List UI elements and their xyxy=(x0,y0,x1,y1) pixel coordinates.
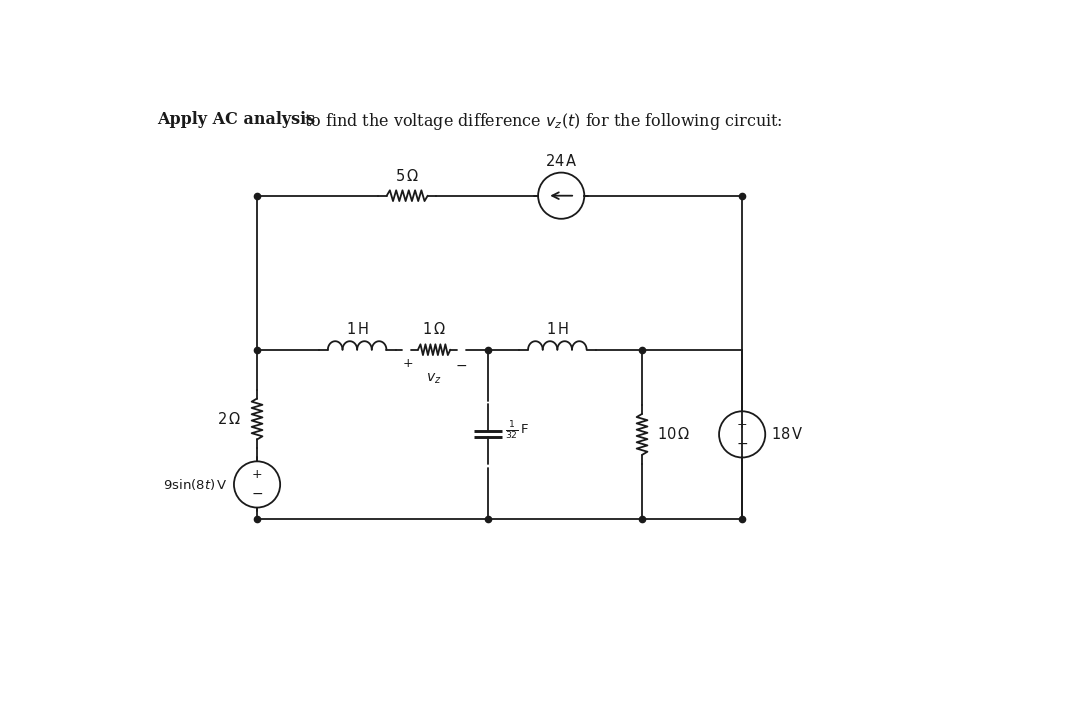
Text: $v_z$: $v_z$ xyxy=(427,371,442,386)
Text: $\frac{1}{32}\,\mathrm{F}$: $\frac{1}{32}\,\mathrm{F}$ xyxy=(505,420,529,442)
Text: $18\,\mathrm{V}$: $18\,\mathrm{V}$ xyxy=(771,426,805,442)
Text: $24\,\mathrm{A}$: $24\,\mathrm{A}$ xyxy=(544,152,578,168)
Text: +: + xyxy=(252,468,262,481)
Text: $+$: $+$ xyxy=(402,357,413,370)
Text: $5\,\Omega$: $5\,\Omega$ xyxy=(395,168,419,184)
Text: $10\,\Omega$: $10\,\Omega$ xyxy=(658,426,691,442)
Text: $9\sin(8t)\,\mathrm{V}$: $9\sin(8t)\,\mathrm{V}$ xyxy=(163,477,228,492)
Text: $1\,\mathrm{H}$: $1\,\mathrm{H}$ xyxy=(346,322,368,338)
Text: Apply AC analysis: Apply AC analysis xyxy=(157,111,315,128)
Text: $1\,\mathrm{H}$: $1\,\mathrm{H}$ xyxy=(545,322,569,338)
Text: $2\,\Omega$: $2\,\Omega$ xyxy=(217,411,242,427)
Text: to find the voltage difference $v_z$($t$) for the following circuit:: to find the voltage difference $v_z$($t$… xyxy=(299,111,783,132)
Text: $1\,\Omega$: $1\,\Omega$ xyxy=(422,322,446,338)
Text: −: − xyxy=(252,487,262,501)
Text: $-$: $-$ xyxy=(455,357,468,372)
Text: −: − xyxy=(737,437,748,451)
Text: +: + xyxy=(737,418,747,431)
